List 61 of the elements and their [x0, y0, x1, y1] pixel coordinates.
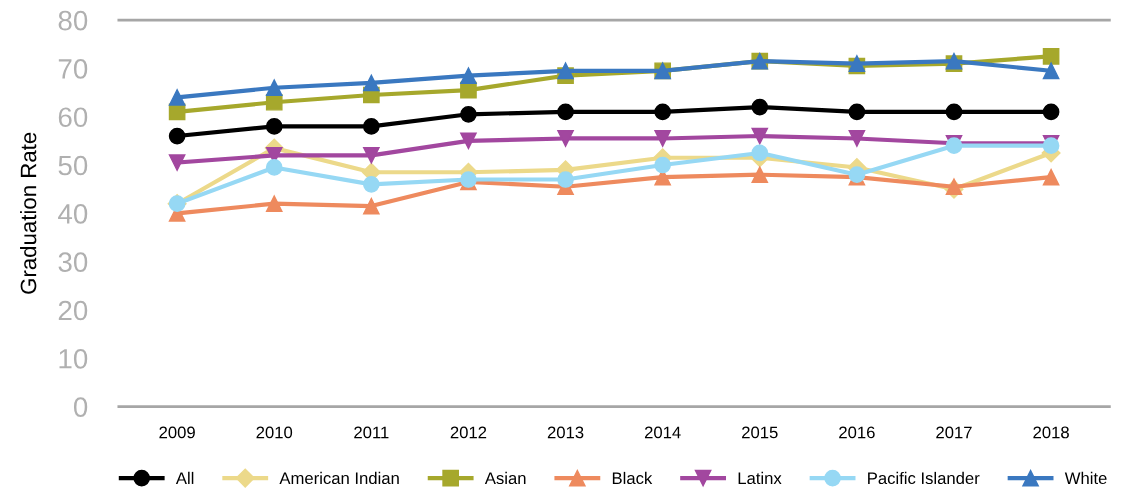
y-tick-label: 20 [58, 300, 88, 321]
y-tick-label: 0 [73, 397, 88, 417]
point [1042, 62, 1060, 80]
point [363, 74, 380, 92]
point [460, 105, 477, 123]
point [265, 195, 283, 213]
point [557, 103, 574, 121]
x-tick-label: 2016 [839, 426, 875, 439]
point [363, 147, 380, 164]
point [557, 171, 574, 188]
point [751, 98, 769, 116]
point [654, 156, 671, 174]
point [363, 118, 380, 135]
x-tick-label: 2012 [450, 426, 487, 439]
x-tick-label: 2011 [354, 426, 389, 439]
point [265, 118, 283, 135]
y-tick-label: 70 [58, 59, 88, 79]
x-tick-label: 2014 [644, 426, 681, 439]
legend-label: All [175, 471, 194, 484]
x-tick-label: 2017 [936, 426, 972, 439]
point [460, 67, 477, 84]
point [557, 130, 574, 147]
point [654, 103, 671, 121]
legend-label: White [1064, 471, 1107, 485]
x-tick-label: 2018 [1033, 426, 1069, 439]
legend-label: Latinx [738, 471, 782, 485]
y-tick-label: 30 [58, 252, 88, 273]
x-tick-label: 2015 [742, 426, 778, 439]
legend-label: American Indian [279, 471, 399, 485]
point [168, 89, 186, 106]
point [265, 93, 283, 111]
legend-label: Asian [484, 471, 526, 485]
point [945, 103, 963, 121]
y-axis-title: Graduation Rate [20, 132, 37, 294]
point [848, 103, 866, 121]
point [1042, 168, 1060, 186]
point [265, 79, 283, 97]
x-tick-label: 2009 [159, 426, 195, 439]
point [654, 130, 671, 147]
x-tick-label: 2010 [256, 426, 293, 439]
point [168, 154, 186, 171]
point [363, 176, 380, 193]
point [460, 132, 477, 150]
legend-label: Pacific Islander [868, 471, 980, 485]
y-tick-label: 50 [58, 155, 88, 176]
y-tick-label: 10 [59, 348, 88, 369]
y-tick-label: 80 [58, 10, 88, 31]
point [751, 166, 769, 184]
point [1042, 103, 1060, 121]
point [1042, 47, 1060, 65]
y-tick-label: 40 [58, 204, 88, 224]
point [751, 127, 769, 145]
point [363, 197, 380, 215]
x-tick-label: 2013 [547, 426, 584, 439]
point [557, 62, 574, 80]
point [751, 144, 769, 162]
legend-label: Black [612, 471, 653, 485]
point [168, 127, 186, 145]
y-tick-label: 60 [58, 107, 88, 128]
point [848, 130, 866, 147]
point [265, 159, 283, 176]
